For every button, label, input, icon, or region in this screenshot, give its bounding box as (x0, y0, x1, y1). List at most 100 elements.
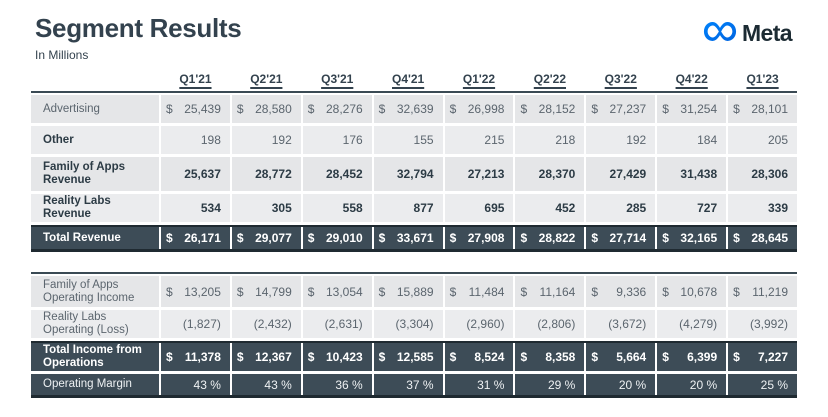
cell-value: 37 % (406, 377, 434, 392)
cell-value: 215 (484, 133, 505, 147)
cell: (1,827) (161, 310, 230, 338)
cell: 28,772 (231, 157, 301, 191)
quarter-header: Q3'21 (303, 72, 372, 86)
cell: (2,631) (302, 310, 372, 338)
table-row: Total Revenue $26,171 $29,077 $29,010 $33,67… (31, 225, 798, 252)
cell: 192 (231, 126, 301, 154)
cell: 20 % (586, 374, 656, 395)
cell: 27,213 (444, 157, 514, 191)
cell: 28,370 (515, 157, 585, 191)
slide-header: Segment Results In Millions Meta (0, 0, 828, 62)
cell: 25,637 (161, 157, 230, 191)
quarter-header-label: Q3'22 (604, 72, 637, 86)
quarter-header-label: Q1'22 (462, 72, 496, 86)
table-row: Family of Apps Revenue 25,637 28,772 28,452… (31, 157, 798, 191)
cell-value: 28,101 (751, 102, 789, 116)
cell-value: 27,714 (609, 231, 647, 245)
cell: 31,438 (657, 157, 727, 191)
dollar-sign: $ (378, 350, 386, 364)
cell-value: 877 (413, 201, 434, 215)
header-spacer (31, 72, 159, 86)
cell: $14,799 (231, 276, 301, 307)
cell-value: 33,671 (396, 231, 434, 245)
quarter-header: Q2'21 (232, 72, 301, 86)
row-label: Total Income from Operations (31, 343, 159, 371)
dollar-sign: $ (591, 102, 599, 116)
cell: $27,714 (586, 227, 656, 249)
dollar-sign: $ (307, 102, 315, 116)
cell: 37 % (373, 374, 443, 395)
dollar-sign: $ (166, 231, 173, 245)
cell-value: 205 (767, 133, 789, 147)
cell: $28,101 (728, 95, 798, 123)
dollar-sign: $ (449, 231, 457, 245)
meta-logo-text: Meta (741, 20, 793, 46)
cell-value: 28,306 (751, 167, 789, 181)
cell-value: 14,799 (255, 284, 292, 299)
dollar-sign: $ (378, 284, 386, 299)
cell: 339 (728, 194, 798, 222)
cell-value: 727 (697, 201, 718, 215)
title-block: Segment Results In Millions (35, 13, 242, 62)
cell: 29 % (515, 374, 585, 395)
cell-value: 176 (342, 133, 363, 147)
dollar-sign: $ (449, 284, 457, 299)
cell: $8,524 (444, 343, 514, 371)
dollar-sign: $ (662, 102, 669, 116)
cell-value: 558 (342, 201, 363, 215)
cell: 215 (444, 126, 514, 154)
cell-value: 25,637 (184, 167, 221, 181)
cell-value: 28,822 (538, 231, 576, 245)
cell: (3,304) (373, 310, 443, 338)
cell-value: 7,227 (757, 350, 789, 364)
cell: 695 (444, 194, 514, 222)
row-label: Reality Labs Revenue (31, 194, 159, 222)
cell: $26,998 (444, 95, 514, 123)
dollar-sign: $ (307, 350, 315, 364)
cell: $28,152 (515, 95, 585, 123)
dollar-sign: $ (733, 102, 740, 116)
row-label: Family of Apps Operating Income (31, 276, 159, 307)
cell-value: 218 (555, 133, 576, 147)
cell-value: 285 (626, 201, 647, 215)
cell-value: 184 (697, 133, 718, 147)
dollar-sign: $ (662, 231, 669, 245)
dollar-sign: $ (520, 350, 528, 364)
cell-value: 11,219 (752, 284, 789, 299)
income-table: Family of Apps Operating Income $13,205 $1… (31, 272, 798, 398)
cell: 20 % (657, 374, 727, 395)
cell: 28,452 (302, 157, 372, 191)
cell-value: 28,452 (325, 167, 363, 181)
cell-value: 43 % (264, 377, 292, 392)
dollar-sign: $ (449, 350, 457, 364)
quarter-header: Q4'21 (374, 72, 443, 86)
cell: 43 % (231, 374, 301, 395)
quarter-header: Q1'22 (445, 72, 514, 86)
cell-value: 27,908 (467, 231, 505, 245)
cell-value: (3,672) (608, 317, 647, 331)
cell: 43 % (161, 374, 230, 395)
cell: $32,165 (657, 227, 727, 249)
dollar-sign: $ (520, 231, 528, 245)
cell: $13,054 (302, 276, 372, 307)
cell: $26,171 (161, 227, 230, 249)
cell-value: 192 (271, 133, 292, 147)
cell: $28,580 (231, 95, 301, 123)
cell-value: 32,639 (396, 102, 434, 116)
cell-value: 28,370 (538, 167, 576, 181)
cell: 218 (515, 126, 585, 154)
dollar-sign: $ (733, 284, 740, 299)
cell: $11,219 (728, 276, 798, 307)
row-label: Total Revenue (31, 227, 159, 249)
table-row: Reality Labs Operating (Loss) (1,827) (2,4… (31, 310, 798, 338)
cell-value: 27,237 (609, 102, 647, 116)
cell-value: 27,429 (609, 167, 647, 181)
cell: $11,378 (161, 343, 230, 371)
dollar-sign: $ (591, 284, 599, 299)
cell: (2,960) (444, 310, 514, 338)
cell-value: 8,358 (545, 350, 576, 364)
table-row: Reality Labs Revenue 534 305 558 877 695 452 28… (31, 194, 798, 222)
cell-value: 5,664 (616, 350, 647, 364)
cell: $7,227 (728, 343, 798, 371)
cell-value: 25,439 (184, 102, 221, 116)
